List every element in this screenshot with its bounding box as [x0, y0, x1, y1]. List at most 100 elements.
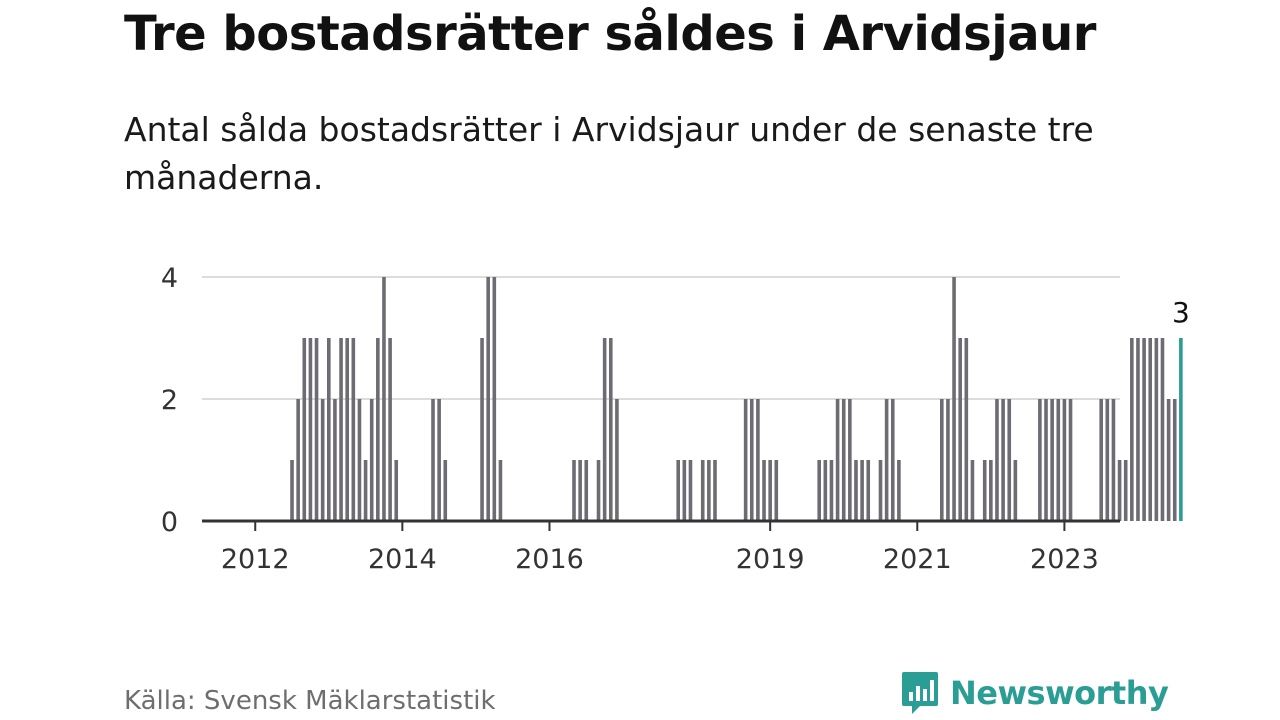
bar: [443, 460, 448, 521]
x-tick-label: 2014: [368, 544, 437, 575]
bar: [958, 338, 962, 521]
bar: [756, 399, 760, 521]
bar: [431, 399, 435, 521]
x-tick-label: 2012: [221, 544, 290, 575]
bar: [688, 460, 693, 521]
bar: [743, 399, 748, 521]
bar: [572, 460, 576, 521]
bar: [578, 460, 582, 521]
bar: [989, 460, 993, 521]
highlight-bar: [1179, 338, 1183, 521]
bar: [890, 399, 895, 521]
bar: [357, 399, 362, 521]
x-tick-label: 2019: [736, 544, 805, 575]
bar: [486, 277, 490, 521]
bar: [897, 460, 901, 521]
bar: [394, 460, 399, 521]
bar: [866, 460, 871, 521]
bar: [970, 460, 975, 521]
x-tick-label: 2016: [515, 544, 584, 575]
bar: [952, 277, 956, 521]
bar: [995, 399, 999, 521]
bar: [615, 399, 619, 521]
bar: [823, 460, 828, 521]
bar: [584, 460, 589, 521]
x-tick-label: 2023: [1030, 544, 1099, 575]
bar: [498, 460, 503, 521]
bar: [884, 399, 889, 521]
bar: [1117, 460, 1122, 521]
bar: [1154, 338, 1159, 521]
bar: [363, 460, 368, 521]
bar: [768, 460, 772, 521]
bar: [1160, 338, 1165, 521]
bar: [749, 399, 754, 521]
bar: [676, 460, 681, 521]
newsworthy-logo-text: Newsworthy: [950, 674, 1169, 712]
bar: [333, 399, 337, 521]
bar: [1007, 399, 1012, 521]
y-tick-label: 4: [161, 263, 178, 294]
bar: [1001, 399, 1005, 521]
y-tick-label: 2: [161, 385, 178, 416]
source-note: Källa: Svensk Mäklarstatistik: [124, 686, 496, 716]
bar: [1062, 399, 1067, 521]
bar: [492, 277, 497, 521]
bar: [817, 460, 821, 521]
bar: [290, 460, 294, 521]
bar: [1044, 399, 1048, 521]
bar: [854, 460, 858, 521]
bar: [351, 338, 356, 521]
bar: [829, 460, 834, 521]
bar: [878, 460, 883, 521]
bar: [602, 338, 607, 521]
bar: [1142, 338, 1146, 521]
bar-chart: 0 2 4 2012 2014 2016 2019 2021 2023 3: [161, 263, 1190, 575]
bar: [388, 338, 392, 521]
bar: [382, 277, 386, 521]
bar: [437, 399, 441, 521]
bar: [964, 338, 969, 521]
bar: [1166, 399, 1171, 521]
bar: [320, 399, 325, 521]
bar: [713, 460, 717, 521]
bar: [1111, 399, 1116, 521]
bar: [376, 338, 380, 521]
bar: [1123, 460, 1128, 521]
bar: [369, 399, 374, 521]
bar: [982, 460, 987, 521]
bar: [339, 338, 343, 521]
bar: [1136, 338, 1140, 521]
bar: [860, 460, 864, 521]
bar: [1172, 399, 1177, 521]
chart-title: Tre bostadsrätter såldes i Arvidsjaur: [124, 6, 1096, 62]
bar: [327, 338, 331, 521]
bar: [296, 399, 300, 521]
bar: [308, 338, 313, 521]
bar: [1050, 399, 1054, 521]
bar: [1148, 338, 1153, 521]
bar: [707, 460, 711, 521]
bar: [1130, 338, 1134, 521]
chart-subtitle: Antal sålda bostadsrätter i Arvidsjaur u…: [124, 110, 1094, 197]
bar: [1099, 399, 1103, 521]
bar: [700, 460, 705, 521]
last-value-label: 3: [1172, 296, 1190, 329]
bar: [1056, 399, 1061, 521]
bar: [480, 338, 484, 521]
newsworthy-logo[interactable]: Newsworthy: [900, 670, 1169, 716]
bar: [841, 399, 846, 521]
bar: [1068, 399, 1073, 521]
bar: [302, 338, 307, 521]
bar: [946, 399, 950, 521]
bar: [1105, 399, 1110, 521]
bar: [848, 399, 852, 521]
bar: [940, 399, 944, 521]
bar: [596, 460, 601, 521]
bar: [608, 338, 613, 521]
x-tick-label: 2021: [883, 544, 952, 575]
bar: [1038, 399, 1042, 521]
newsworthy-logo-icon: [902, 672, 938, 714]
bar: [345, 338, 349, 521]
bar: [835, 399, 840, 521]
